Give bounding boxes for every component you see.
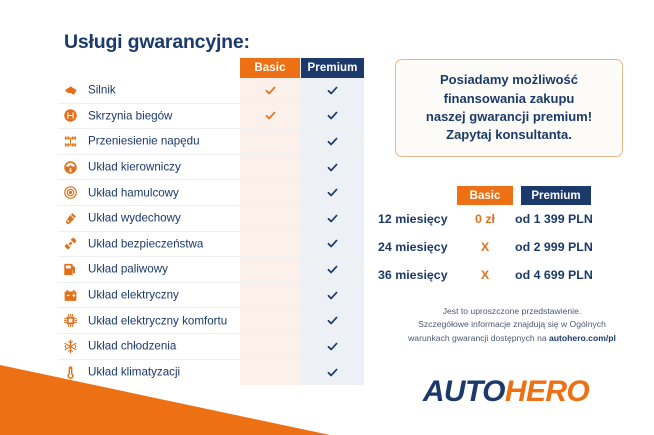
feature-label: Układ klimatyzacji (88, 365, 181, 379)
price-value-basic: X (480, 268, 490, 282)
feature-row-list: Silnik Skrzynia biegów Przeniesienie napęd… (58, 78, 364, 385)
price-term-label: 24 miesięcy (378, 240, 448, 254)
feature-row: Silnik (58, 78, 364, 104)
chip-icon (62, 313, 78, 329)
feature-row: Układ bezpieczeństwa (58, 232, 364, 258)
basic-check-icon (240, 81, 300, 99)
price-column-header-premium: Premium (521, 186, 591, 205)
battery-icon (62, 287, 78, 303)
feature-label: Przeniesienie napędu (88, 134, 200, 148)
premium-check-icon (301, 132, 364, 150)
feature-label: Silnik (88, 83, 116, 97)
premium-check-icon (301, 184, 364, 202)
gearbox-icon (62, 108, 78, 124)
financing-promo-box: Posiadamy możliwość finansowania zakupu … (395, 59, 623, 157)
column-header-basic: Basic (240, 58, 300, 78)
feature-table-header: Basic Premium (58, 58, 364, 78)
feature-row: Układ elektryczny (58, 283, 364, 309)
engine-icon (62, 82, 78, 98)
price-table-header: Basic Premium (378, 186, 644, 205)
column-header-premium: Premium (301, 58, 364, 78)
thermometer-icon (62, 364, 78, 380)
premium-check-icon (301, 209, 364, 227)
price-value-premium: od 1 399 PLN (515, 212, 593, 226)
fuel-pump-icon (62, 261, 78, 277)
feature-row: Układ hamulcowy (58, 180, 364, 206)
feature-row: Układ elektryczny komfortu (58, 308, 364, 334)
basic-empty-cell (240, 132, 300, 150)
snowflake-icon (62, 338, 78, 354)
feature-label: Układ hamulcowy (88, 186, 179, 200)
price-column-header-basic: Basic (457, 186, 513, 205)
steering-icon (62, 159, 78, 175)
logo-text-auto: AUTO (422, 375, 506, 408)
premium-check-icon (301, 337, 364, 355)
feature-row: Układ kierowniczy (58, 155, 364, 181)
feature-label: Skrzynia biegów (88, 109, 173, 123)
feature-row: Skrzynia biegów (58, 104, 364, 130)
price-row: 12 miesięcy 0 zł od 1 399 PLN (378, 205, 644, 233)
feature-row: Układ paliwowy (58, 257, 364, 283)
autohero-logo: AUTOHERO (375, 375, 637, 409)
basic-empty-cell (240, 235, 300, 253)
premium-check-icon (301, 286, 364, 304)
fineprint-line-2: Szczegółowe informacje znajdują się w Og… (418, 319, 606, 330)
basic-empty-cell (240, 337, 300, 355)
feature-row: Układ wydechowy (58, 206, 364, 232)
financing-promo-text: Posiadamy możliwość finansowania zakupu … (425, 72, 593, 143)
feature-label: Układ paliwowy (88, 262, 168, 276)
price-value-basic: X (480, 240, 490, 254)
basic-check-icon (240, 107, 300, 125)
basic-empty-cell (240, 260, 300, 278)
feature-row: Przeniesienie napędu (58, 129, 364, 155)
feature-label: Układ chłodzenia (88, 339, 177, 353)
fineprint-line-3: warunkach gwarancji dostępnych na (408, 332, 550, 343)
fineprint-line-1: Jest to uproszczone przedstawienie. (442, 306, 582, 316)
exhaust-icon (62, 210, 78, 226)
fineprint-website-link[interactable]: autohero.com/pl (549, 332, 616, 343)
price-table: Basic Premium 12 miesięcy 0 zł od 1 399 PL… (378, 186, 644, 289)
basic-empty-cell (240, 184, 300, 202)
basic-empty-cell (240, 286, 300, 304)
price-value-premium: od 2 999 PLN (515, 240, 593, 254)
feature-label: Układ bezpieczeństwa (88, 237, 204, 251)
feature-label: Układ elektryczny (88, 288, 179, 302)
premium-check-icon (301, 235, 364, 253)
feature-row: Układ klimatyzacji (58, 360, 364, 386)
feature-label: Układ kierowniczy (88, 160, 181, 174)
premium-check-icon (301, 158, 364, 176)
drivetrain-icon (62, 133, 78, 149)
feature-label: Układ wydechowy (88, 211, 181, 225)
premium-check-icon (301, 81, 364, 99)
offer-panel: Posiadamy możliwość finansowania zakupu … (368, 0, 654, 435)
warranty-services-panel: Usługi gwarancyjne: Basic Premium Silnik… (58, 31, 364, 385)
premium-check-icon (301, 363, 364, 381)
brake-disc-icon (62, 185, 78, 201)
basic-empty-cell (240, 158, 300, 176)
price-term-label: 12 miesięcy (378, 212, 448, 226)
basic-empty-cell (240, 363, 300, 381)
premium-check-icon (301, 107, 364, 125)
basic-empty-cell (240, 312, 300, 330)
logo-text-hero: HERO (504, 375, 590, 408)
price-term-label: 36 miesięcy (378, 268, 448, 282)
price-value-basic: 0 zł (475, 212, 495, 226)
basic-empty-cell (240, 209, 300, 227)
seatbelt-icon (62, 236, 78, 252)
legal-fineprint: Jest to uproszczone przedstawienie. Szcz… (376, 305, 648, 345)
page-title: Usługi gwarancyjne: (64, 31, 250, 53)
feature-row: Układ chłodzenia (58, 334, 364, 360)
feature-label: Układ elektryczny komfortu (88, 314, 228, 328)
premium-check-icon (301, 312, 364, 330)
price-value-premium: od 4 699 PLN (515, 268, 593, 282)
premium-check-icon (301, 260, 364, 278)
